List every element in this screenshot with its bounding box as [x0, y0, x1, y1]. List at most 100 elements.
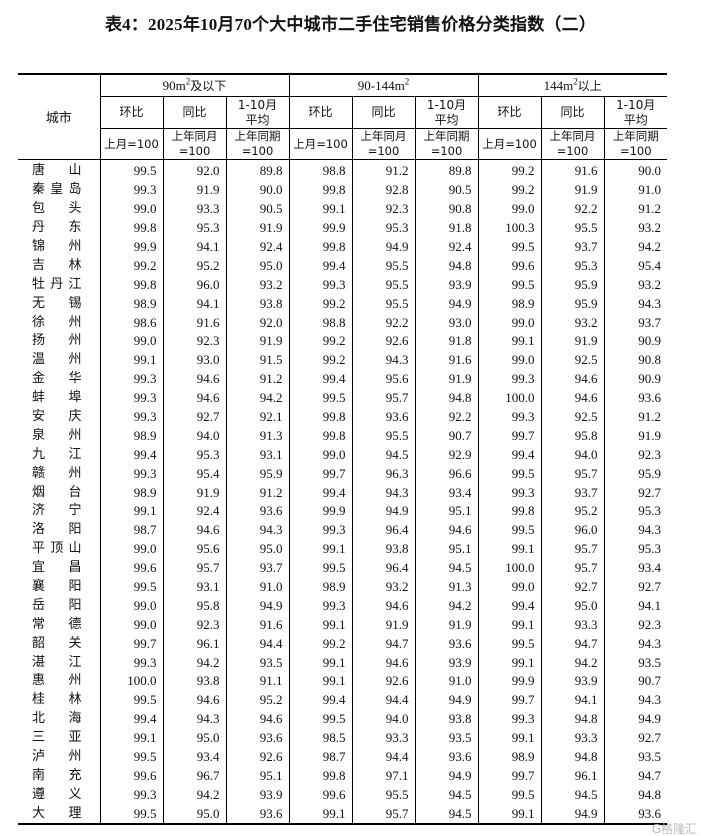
city-cell: 三亚: [18, 729, 100, 748]
city-cell: 徐州: [18, 313, 100, 332]
value-cell: 93.8: [351, 539, 415, 559]
value-cell: 92.5: [540, 407, 604, 427]
value-cell: 99.6: [99, 766, 163, 786]
city-cell: 宜昌: [18, 559, 100, 578]
value-cell: 94.2: [162, 653, 226, 673]
value-cell: 94.3: [162, 709, 226, 729]
sub-header-label: 同比: [560, 105, 585, 119]
value-cell: 95.3: [162, 445, 226, 465]
value-cell: 92.4: [414, 237, 478, 257]
value-cell: 93.6: [225, 804, 289, 825]
group-header: 90-144m2: [288, 74, 478, 97]
value-cell: 92.7: [603, 577, 667, 597]
city-name-char: 岛: [68, 182, 82, 198]
value-cell: 95.3: [351, 218, 415, 238]
value-cell: 99.8: [288, 407, 352, 427]
city-cell: 赣州: [18, 464, 100, 483]
value-cell: 94.3: [603, 520, 667, 540]
value-cell: 93.6: [351, 407, 415, 427]
base-header-line: 上年同月: [360, 129, 407, 143]
value-cell: 94.6: [162, 388, 226, 408]
city-name-char: 南: [32, 767, 46, 783]
table-row: 襄阳 99.5 93.1 91.0 98.9 93.2 91.3 99.0 92.7 92.7: [18, 577, 667, 597]
city-name-char: 阳: [68, 522, 82, 538]
city-cell: 桂林: [18, 691, 100, 710]
value-cell: 94.5: [351, 445, 415, 465]
value-cell: 99.1: [477, 804, 541, 825]
value-cell: 94.5: [414, 804, 478, 825]
city-cell: 洛阳: [18, 521, 100, 540]
value-cell: 93.6: [225, 502, 289, 521]
value-cell: 93.3: [351, 728, 415, 748]
value-cell: 94.0: [351, 709, 415, 729]
sub-header-label: 环比: [308, 105, 333, 119]
city-cell: 丹东: [18, 219, 100, 238]
sub-header-label: 1-10月平均: [616, 97, 656, 127]
value-cell: 94.8: [540, 709, 604, 729]
value-cell: 99.3: [99, 653, 163, 673]
price-index-table: 城市 90m2及以下 90-144m2 144m2以上 环比 同比 1-10月平均 环比同…: [18, 73, 667, 826]
city-name-char: 皇: [50, 182, 64, 198]
sub-header-label: 1-10月平均: [237, 97, 278, 127]
value-cell: 99.7: [477, 690, 541, 710]
city-name-char: 海: [68, 711, 82, 727]
value-cell: 93.0: [414, 313, 478, 333]
table-row: 秦皇岛 99.3 91.9 90.0 99.8 92.8 90.5 99.2 91.9 91.0: [18, 180, 667, 200]
value-cell: 95.3: [540, 256, 604, 276]
value-cell: 99.9: [477, 672, 541, 691]
table-row: 常德 99.0 92.3 91.6 99.1 91.9 91.9 99.1 93.3 92.3: [18, 615, 667, 635]
value-cell: 94.2: [162, 785, 226, 805]
city-name-char: 华: [68, 371, 82, 387]
city-name-char: 州: [68, 427, 82, 443]
value-cell: 99.0: [99, 332, 163, 351]
value-cell: 99.1: [99, 502, 163, 521]
value-cell: 98.7: [288, 747, 352, 767]
value-cell: 94.8: [414, 388, 478, 408]
city-cell: 蚌埠: [18, 389, 100, 408]
value-cell: 94.3: [351, 350, 415, 370]
city-cell: 泸州: [18, 748, 100, 767]
value-cell: 99.1: [477, 653, 541, 673]
value-cell: 93.6: [603, 388, 667, 408]
table-row: 烟台 98.9 91.9 91.2 99.4 94.3 93.4 99.3 93.7 92.7: [18, 483, 667, 503]
value-cell: 93.9: [225, 785, 289, 805]
value-cell: 94.6: [225, 709, 289, 729]
city-name-char: 赣: [32, 465, 46, 481]
value-cell: 99.4: [477, 445, 541, 465]
table-row: 岳阳 99.0 95.8 94.9 99.3 94.6 94.2 99.4 95.0 94.1: [18, 596, 667, 616]
value-cell: 95.9: [540, 275, 604, 295]
city-name-char: 丹: [32, 220, 46, 236]
value-cell: 93.4: [414, 483, 478, 503]
city-cell: 温州: [18, 351, 100, 370]
table-row: 吉林 99.2 95.2 95.0 99.4 95.5 94.8 99.6 95.3 95.4: [18, 256, 667, 276]
value-cell: 94.6: [540, 388, 604, 408]
city-name-char: 蚌: [32, 390, 46, 406]
value-cell: 99.6: [477, 256, 541, 276]
value-cell: 99.2: [288, 634, 352, 654]
value-cell: 94.6: [351, 653, 415, 673]
value-cell: 100.3: [477, 218, 541, 238]
city-name-char: 林: [68, 692, 82, 708]
city-name-char: 锦: [32, 239, 46, 254]
value-cell: 95.7: [540, 558, 604, 578]
value-cell: 95.3: [603, 502, 667, 521]
city-column-header: 城市: [18, 74, 100, 160]
base-header-line: =100: [178, 144, 211, 158]
city-cell: 惠州: [18, 672, 100, 691]
value-cell: 94.1: [162, 237, 226, 257]
value-cell: 99.2: [99, 256, 163, 276]
base-header-line: =100: [367, 144, 400, 158]
value-cell: 91.1: [225, 672, 289, 691]
value-cell: 90.9: [603, 369, 667, 389]
value-cell: 93.4: [603, 558, 667, 578]
value-cell: 92.7: [540, 577, 604, 597]
value-cell: 99.6: [288, 785, 352, 805]
base-header: 上年同月 =100: [540, 128, 604, 160]
value-cell: 93.6: [225, 728, 289, 748]
group-label: 90m: [162, 77, 186, 93]
value-cell: 95.0: [162, 804, 226, 825]
value-cell: 92.3: [603, 445, 667, 465]
sub-header: 环比: [477, 96, 541, 129]
value-cell: 99.1: [288, 539, 352, 559]
value-cell: 91.0: [225, 577, 289, 597]
